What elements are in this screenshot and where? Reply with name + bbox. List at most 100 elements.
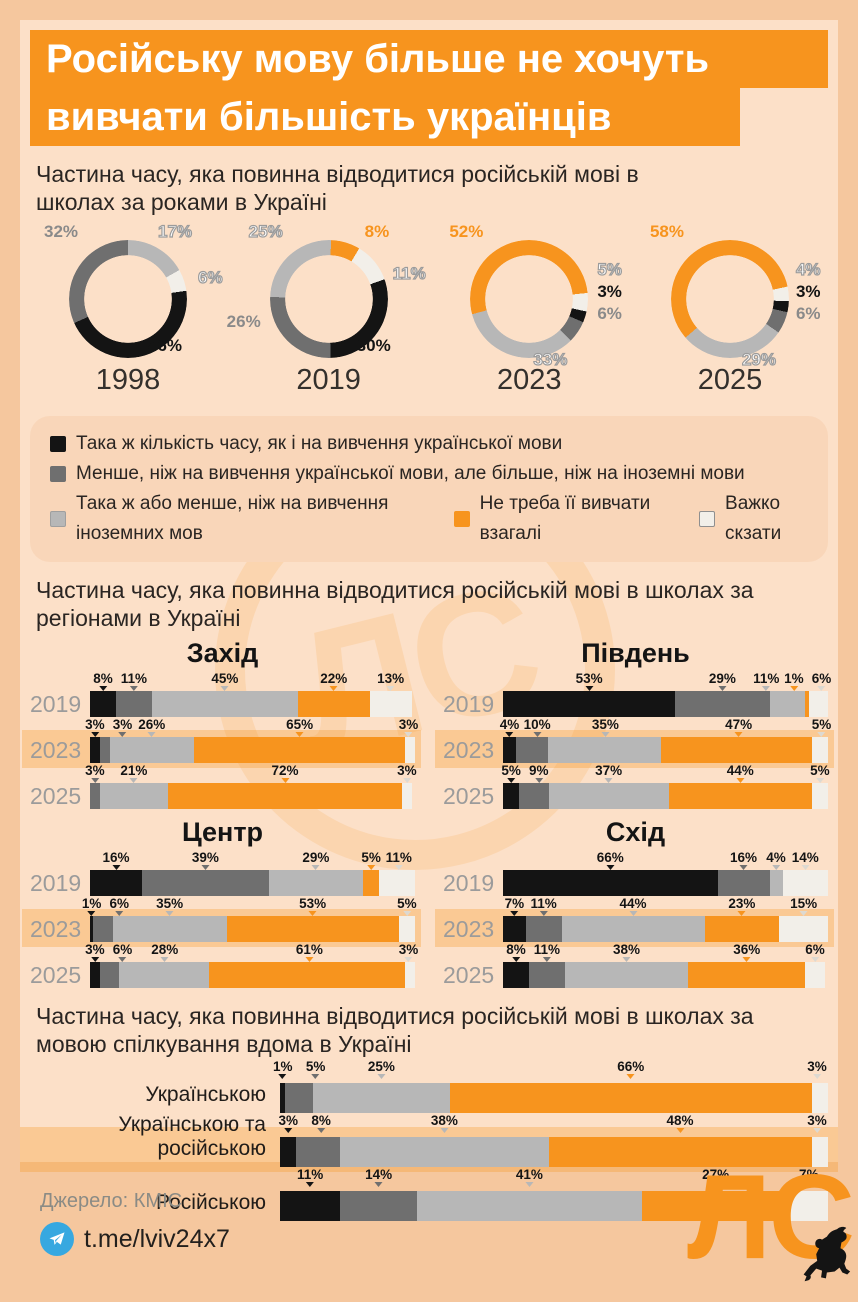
marker-arrow-icon bbox=[394, 865, 403, 870]
bar-segment-black bbox=[90, 962, 100, 988]
bar-segment-orange bbox=[194, 737, 406, 763]
bar-value-label: 53% bbox=[299, 897, 326, 916]
marker-arrow-icon bbox=[115, 911, 124, 916]
donut-segment-label: 58% bbox=[649, 222, 684, 241]
donut-1998: 17% 6% 46% 32% 1998 bbox=[30, 221, 226, 400]
bar-segment-orange bbox=[668, 783, 812, 809]
donut-segment-label: 4% bbox=[795, 259, 821, 279]
legend-item-white: Важко скзати bbox=[699, 489, 808, 549]
bar-segment-black bbox=[280, 1083, 286, 1113]
marker-arrow-icon bbox=[295, 732, 304, 737]
footer: Джерело: КМІС t.me/lviv24x7 bbox=[40, 1190, 230, 1256]
telegram-link[interactable]: t.me/lviv24x7 bbox=[84, 1224, 230, 1253]
donut-segment-label: 46% bbox=[148, 336, 183, 355]
bar-value-label: 5% bbox=[812, 718, 831, 737]
row-language-label: Російською bbox=[156, 1191, 266, 1214]
bar-value-label: 16% bbox=[730, 851, 757, 870]
bar-segment-white bbox=[808, 691, 828, 717]
section-title-regions: Частина часу, яка повинна відводитися ро… bbox=[36, 577, 754, 631]
bar-segment-black bbox=[280, 1137, 297, 1167]
stacked-bar: 11% 14% 41% 27% 7% bbox=[280, 1168, 828, 1221]
legend-swatch-orange bbox=[453, 511, 470, 527]
marker-arrow-icon bbox=[734, 732, 743, 737]
region-bar-row-2019: 2019 53% 29% 11% 1% 6% bbox=[443, 672, 831, 717]
bar-segment-lightgray bbox=[416, 1191, 642, 1221]
row-year-label: 2025 bbox=[30, 783, 82, 809]
marker-arrow-icon bbox=[525, 1182, 534, 1187]
marker-arrow-icon bbox=[367, 865, 376, 870]
bar-segment-white bbox=[779, 916, 828, 942]
row-year-label: 2025 bbox=[443, 962, 495, 988]
bar-segment-orange bbox=[226, 916, 399, 942]
bar-segment-white bbox=[379, 870, 415, 896]
region-bar-row-2023: 2023 7% 11% 44% 23% 15% bbox=[435, 897, 834, 947]
donut-segment-label: 6% bbox=[197, 267, 223, 287]
bar-segment-lightgray bbox=[268, 870, 363, 896]
bar-segment-orange bbox=[449, 1083, 812, 1113]
bar-value-label: 53% bbox=[576, 672, 603, 691]
legend: Така ж кількість часу, як і на вивчення … bbox=[30, 416, 828, 562]
bar-value-label: 4% bbox=[500, 718, 519, 737]
bar-value-label: 5% bbox=[501, 764, 521, 783]
bar-value-label: 41% bbox=[516, 1168, 543, 1187]
region-bar-row-2019: 2019 66% 16% 4% 14% bbox=[443, 851, 828, 896]
region-bar-row-2025: 2025 5% 9% 37% 44% 5% bbox=[443, 764, 830, 809]
bar-value-label: 3% bbox=[807, 1114, 827, 1133]
bar-segment-lightgray bbox=[99, 783, 168, 809]
section-title-years: Частина часу, яка повинна відводитися ро… bbox=[36, 161, 639, 215]
marker-arrow-icon bbox=[402, 911, 411, 916]
stacked-bar: 5% 9% 37% 44% 5% bbox=[501, 764, 830, 809]
page-title-line2: вивчати більшість українців bbox=[30, 88, 741, 146]
marker-arrow-icon bbox=[165, 911, 174, 916]
bar-segment-white bbox=[405, 737, 415, 763]
marker-arrow-icon bbox=[129, 778, 138, 783]
row-year-label: 2023 bbox=[30, 916, 82, 942]
marker-arrow-icon bbox=[622, 957, 631, 962]
bar-value-label: 7% bbox=[505, 897, 524, 916]
region-chart: Південь 2019 53% 29% 11% 1% 6% 2023 4% 10% 35% 47% 5… bbox=[435, 638, 834, 809]
row-language-label: Українською та російською bbox=[118, 1113, 266, 1160]
row-year-label: 2019 bbox=[443, 691, 495, 717]
bar-segment-black bbox=[90, 737, 100, 763]
marker-arrow-icon bbox=[87, 911, 96, 916]
bar-value-label: 44% bbox=[727, 764, 754, 783]
donut-segment-label: 26% bbox=[226, 312, 261, 331]
marker-arrow-icon bbox=[813, 1128, 822, 1133]
bar-value-label: 35% bbox=[592, 718, 619, 737]
marker-arrow-icon bbox=[98, 686, 107, 691]
bar-value-label: 11% bbox=[297, 1168, 323, 1187]
donut-2025: 58% 4% 3% 6% 29% 2025 bbox=[632, 222, 828, 400]
marker-arrow-icon bbox=[220, 686, 229, 691]
bar-segment-lightgray bbox=[118, 962, 210, 988]
bar-segment-lightgray bbox=[151, 691, 298, 717]
stacked-bar: 1% 6% 35% 53% 5% bbox=[82, 897, 417, 942]
bar-value-label: 22% bbox=[320, 672, 347, 691]
marker-arrow-icon bbox=[201, 865, 210, 870]
bar-value-label: 45% bbox=[211, 672, 238, 691]
donut-year-label: 2025 bbox=[697, 364, 763, 396]
bar-value-label: 44% bbox=[619, 897, 647, 916]
stacked-bar: 8% 11% 38% 36% 6% bbox=[503, 943, 828, 988]
marker-arrow-icon bbox=[626, 1074, 635, 1079]
legend-label: Менше, ніж на вивчення української мови,… bbox=[76, 463, 745, 484]
bar-segment-black bbox=[503, 916, 526, 942]
bar-segment-white bbox=[398, 916, 415, 942]
legend-swatch-darkgray bbox=[50, 466, 66, 482]
bar-segment-white bbox=[811, 1083, 828, 1113]
bar-value-label: 7% bbox=[799, 1168, 819, 1187]
region-chart-title: Центр bbox=[181, 817, 264, 847]
bar-value-label: 21% bbox=[120, 764, 147, 783]
bar-value-label: 1% bbox=[273, 1060, 292, 1079]
bar-value-label: 5% bbox=[361, 851, 381, 870]
marker-arrow-icon bbox=[739, 865, 748, 870]
bar-value-label: 37% bbox=[595, 764, 622, 783]
bar-segment-white bbox=[782, 870, 828, 896]
bar-value-label: 3% bbox=[399, 943, 418, 962]
bar-value-label: 3% bbox=[85, 764, 105, 783]
stacked-bar: 53% 29% 11% 1% 6% bbox=[503, 672, 831, 717]
marker-arrow-icon bbox=[374, 1182, 383, 1187]
bar-value-label: 8% bbox=[311, 1114, 331, 1133]
telegram-icon[interactable] bbox=[40, 1222, 74, 1256]
bar-segment-orange bbox=[704, 916, 780, 942]
bar-segment-lightgray bbox=[340, 1137, 549, 1167]
